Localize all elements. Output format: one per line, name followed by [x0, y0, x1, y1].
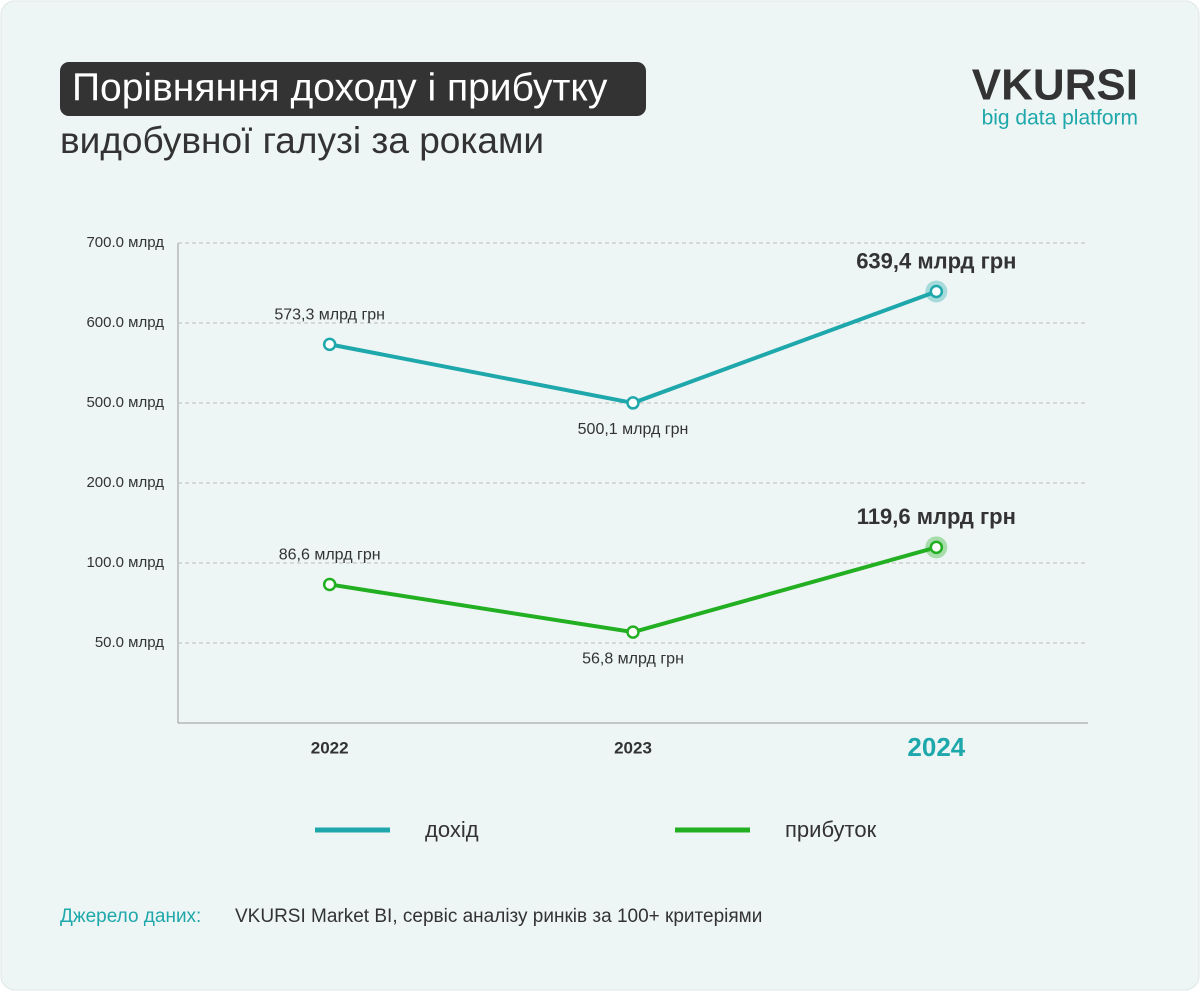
- y-tick-label: 50.0 млрд: [95, 634, 164, 651]
- point: [929, 540, 944, 555]
- data-label: 119,6 млрд грн: [857, 504, 1016, 529]
- x-tick-label: 2022: [311, 738, 349, 757]
- point: [626, 625, 640, 639]
- point: [322, 577, 337, 592]
- x-tick-label: 2023: [614, 738, 652, 757]
- x-tick-label: 2024: [907, 732, 965, 762]
- source-label: Джерело даних:: [60, 906, 201, 927]
- y-tick-label: 700.0 млрд: [86, 234, 164, 251]
- data-label: 639,4 млрд грн: [856, 248, 1016, 273]
- data-label: 56,8 млрд грн: [582, 650, 684, 667]
- y-tick-label: 600.0 млрд: [86, 314, 164, 331]
- y-tick-label: 200.0 млрд: [86, 474, 164, 491]
- legend-label: дохід: [425, 817, 479, 842]
- logo-sub: big data platform: [982, 107, 1138, 130]
- logo: VKURSI: [972, 61, 1138, 110]
- point: [626, 396, 640, 410]
- chart-subtitle: видобувної галузі за роками: [60, 120, 544, 161]
- legend-label: прибуток: [785, 817, 877, 842]
- chart-title: Порівняння доходу і прибутку: [72, 66, 608, 109]
- data-label: 500,1 млрд грн: [578, 421, 689, 438]
- source-text: VKURSI Market BI, сервіс аналізу ринків …: [235, 906, 762, 927]
- point: [322, 337, 337, 352]
- y-tick-label: 100.0 млрд: [86, 554, 164, 571]
- y-tick-label: 500.0 млрд: [86, 394, 164, 411]
- data-label: 573,3 млрд грн: [274, 307, 385, 324]
- data-label: 86,6 млрд грн: [279, 547, 381, 564]
- title-box: [60, 62, 646, 116]
- point: [929, 284, 944, 299]
